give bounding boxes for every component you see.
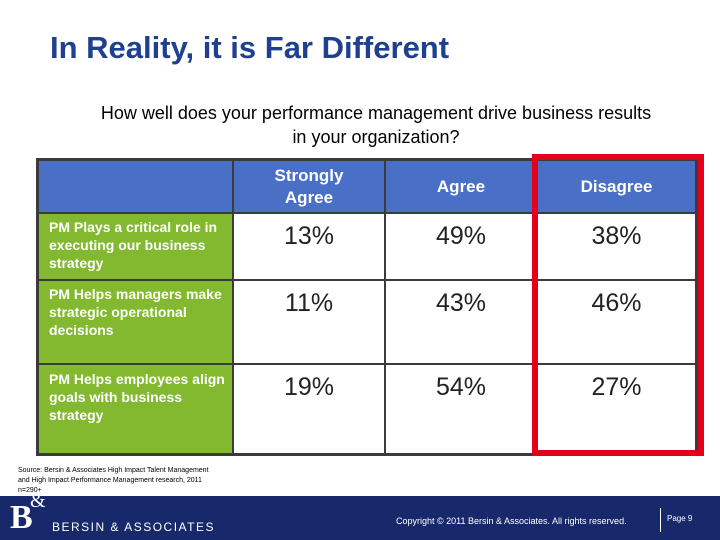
row-label-managers-decisions: PM Helps managers make strategic operati…	[39, 281, 232, 363]
slide-title: In Reality, it is Far Different	[50, 30, 450, 65]
value-strongly-agree: 19%	[234, 365, 384, 453]
value-agree: 54%	[386, 365, 536, 453]
logo-text: BERSIN & ASSOCIATES	[52, 520, 215, 534]
column-header-disagree: Disagree	[538, 161, 695, 212]
row-label-employees-align: PM Helps employees align goals with busi…	[39, 365, 232, 453]
footer-divider	[660, 508, 661, 532]
survey-question: How well does your performance managemen…	[100, 103, 652, 147]
disagree-highlight-box	[532, 154, 704, 456]
value-disagree: 27%	[538, 365, 695, 453]
page-number: Page 9	[667, 514, 693, 523]
column-header-agree: Agree	[386, 161, 536, 212]
value-disagree: 46%	[538, 281, 695, 363]
source-note: Source: Bersin & Associates High Impact …	[18, 467, 209, 494]
column-header-strongly-agree: Strongly Agree	[234, 161, 384, 212]
logo-ampersand: &	[30, 490, 46, 512]
row-label-critical-role: PM Plays a critical role in executing ou…	[39, 214, 232, 279]
logo-letter: B	[10, 499, 33, 536]
copyright-text: Copyright © 2011 Bersin & Associates. Al…	[396, 516, 627, 526]
value-strongly-agree: 13%	[234, 214, 384, 279]
header-corner	[39, 161, 232, 212]
footer-bar: B & BERSIN & ASSOCIATES Copyright © 2011…	[0, 490, 720, 540]
value-agree: 43%	[386, 281, 536, 363]
value-strongly-agree: 11%	[234, 281, 384, 363]
value-disagree: 38%	[538, 214, 695, 279]
value-agree: 49%	[386, 214, 536, 279]
survey-table: Strongly Agree Agree Disagree PM Plays a…	[36, 158, 698, 456]
